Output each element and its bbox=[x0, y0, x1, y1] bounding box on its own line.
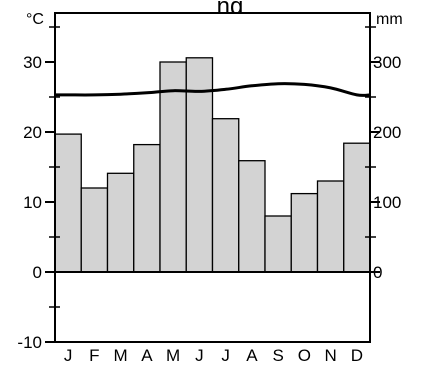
right-tick-label: 0 bbox=[373, 263, 382, 282]
month-label: N bbox=[324, 346, 336, 365]
bar-2 bbox=[80, 187, 109, 273]
right-axis-unit: mm bbox=[376, 11, 403, 28]
bar-12 bbox=[343, 142, 371, 273]
month-label: A bbox=[246, 346, 258, 365]
right-tick-label: 100 bbox=[373, 193, 401, 212]
bar-7 bbox=[211, 118, 240, 273]
month-label: J bbox=[221, 346, 230, 365]
bar-4 bbox=[133, 143, 161, 273]
bar-8 bbox=[238, 160, 266, 273]
month-label: A bbox=[141, 346, 153, 365]
month-label: D bbox=[351, 346, 363, 365]
month-label: S bbox=[272, 346, 283, 365]
month-label: F bbox=[89, 346, 99, 365]
left-axis-unit: °C bbox=[26, 11, 44, 28]
bar-group bbox=[54, 57, 371, 273]
left-tick-label: 0 bbox=[33, 263, 42, 282]
bar-10 bbox=[290, 192, 319, 273]
bar-11 bbox=[316, 180, 345, 273]
left-tick-label: 10 bbox=[23, 193, 42, 212]
bar-1 bbox=[54, 133, 82, 273]
bar-9 bbox=[264, 215, 292, 273]
plot-frame bbox=[54, 12, 371, 343]
left-tick-label: 30 bbox=[23, 53, 42, 72]
left-axis: -10 0 10 20 30 bbox=[17, 26, 60, 352]
left-tick-label: 20 bbox=[23, 123, 42, 142]
month-label: J bbox=[195, 346, 204, 365]
temperature-line bbox=[54, 82, 371, 97]
bar-5 bbox=[159, 61, 187, 273]
month-label: J bbox=[64, 346, 73, 365]
right-tick-label: 200 bbox=[373, 123, 401, 142]
left-tick-label: -10 bbox=[17, 333, 42, 352]
right-axis: 0 100 200 300 bbox=[365, 26, 401, 282]
month-label: M bbox=[166, 346, 180, 365]
month-label: O bbox=[298, 346, 311, 365]
right-tick-label: 300 bbox=[373, 53, 401, 72]
month-label: M bbox=[114, 346, 128, 365]
bar-3 bbox=[106, 172, 135, 273]
